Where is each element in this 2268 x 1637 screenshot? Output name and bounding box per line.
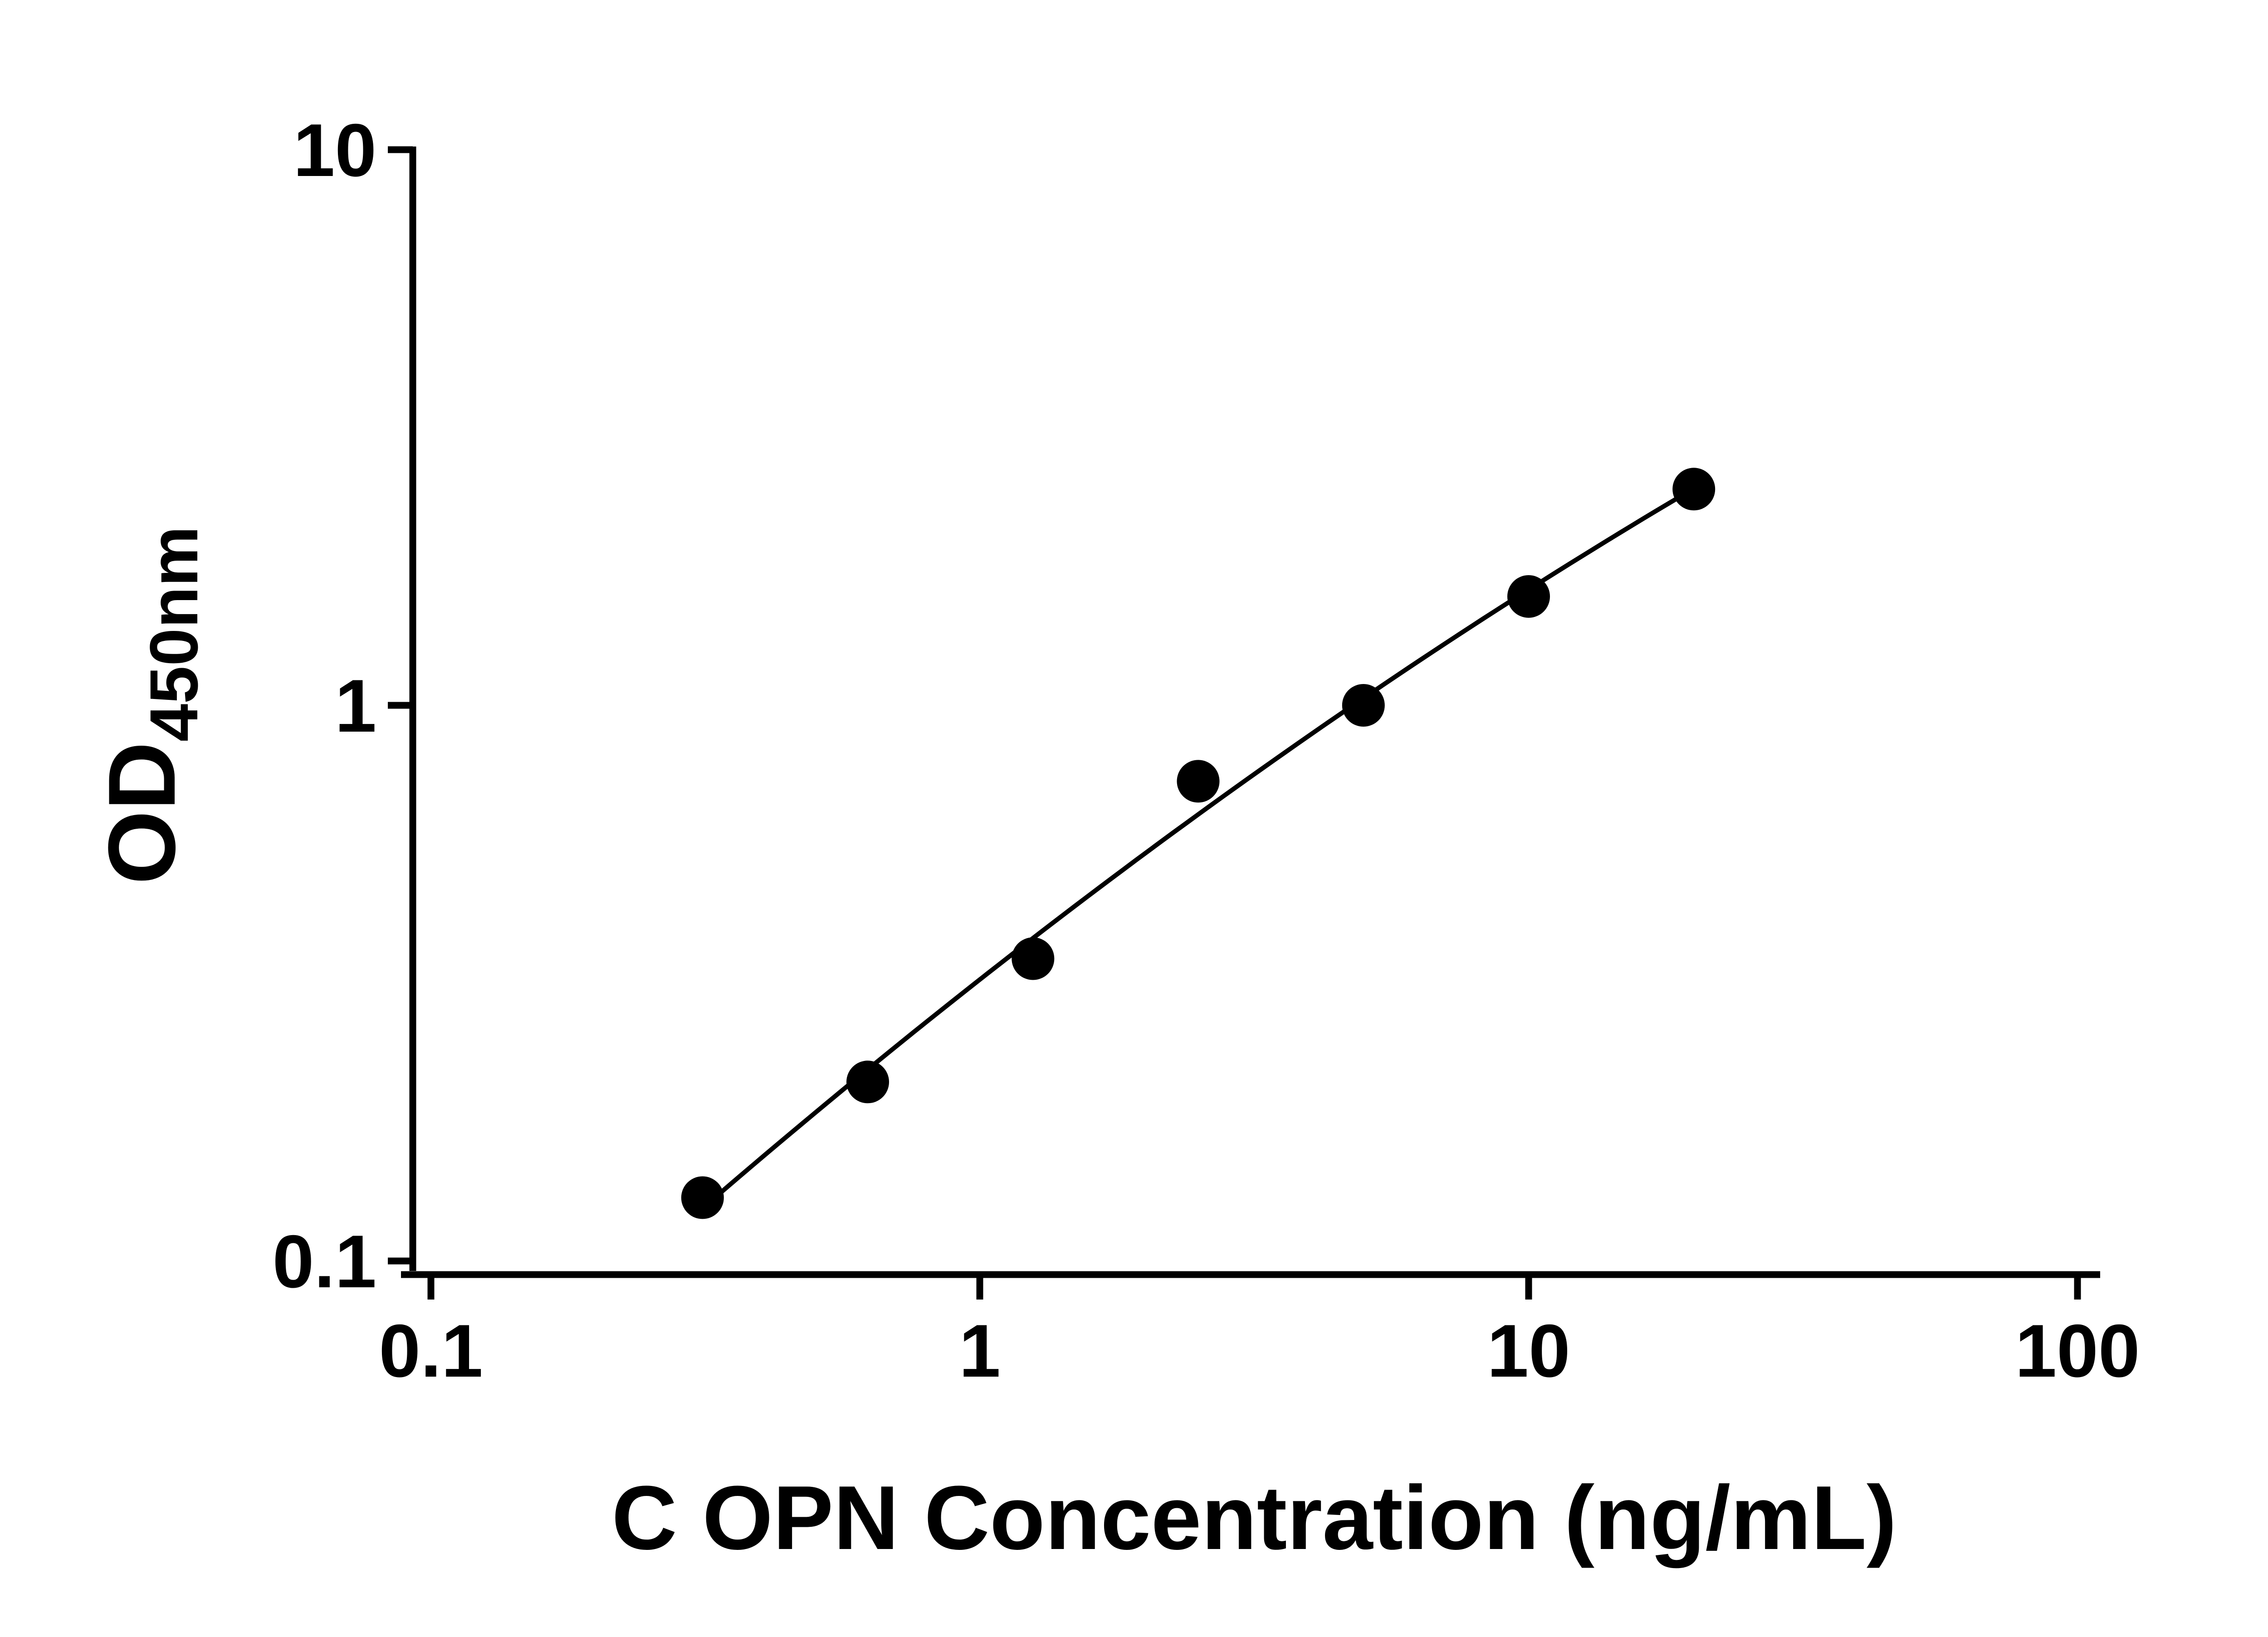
data-point: [1342, 684, 1385, 727]
x-tick-label: 10: [1487, 1309, 1570, 1393]
axes-layer: 0.1 1 10 100 0.1 1 10: [273, 108, 2140, 1393]
data-point: [1672, 468, 1716, 511]
x-axis-title: C OPN Concentration (ng/mL): [611, 1467, 1897, 1569]
data-point: [846, 1060, 889, 1104]
y-tick-label: 10: [293, 108, 376, 192]
y-axis-title-subscript: 450nm: [136, 526, 212, 742]
y-axis-title: OD450nm: [88, 526, 212, 884]
data-point: [681, 1176, 724, 1219]
x-tick-label: 0.1: [379, 1309, 483, 1393]
plot-layer: [681, 468, 1716, 1219]
data-point: [1507, 575, 1550, 618]
y-tick-label: 0.1: [273, 1220, 376, 1303]
data-point: [1012, 937, 1055, 980]
y-tick-label: 1: [335, 664, 376, 748]
x-tick-label: 1: [959, 1309, 1001, 1393]
x-tick-label: 100: [2015, 1309, 2140, 1393]
y-axis-title-main: OD: [88, 742, 195, 884]
data-point: [1177, 760, 1220, 803]
